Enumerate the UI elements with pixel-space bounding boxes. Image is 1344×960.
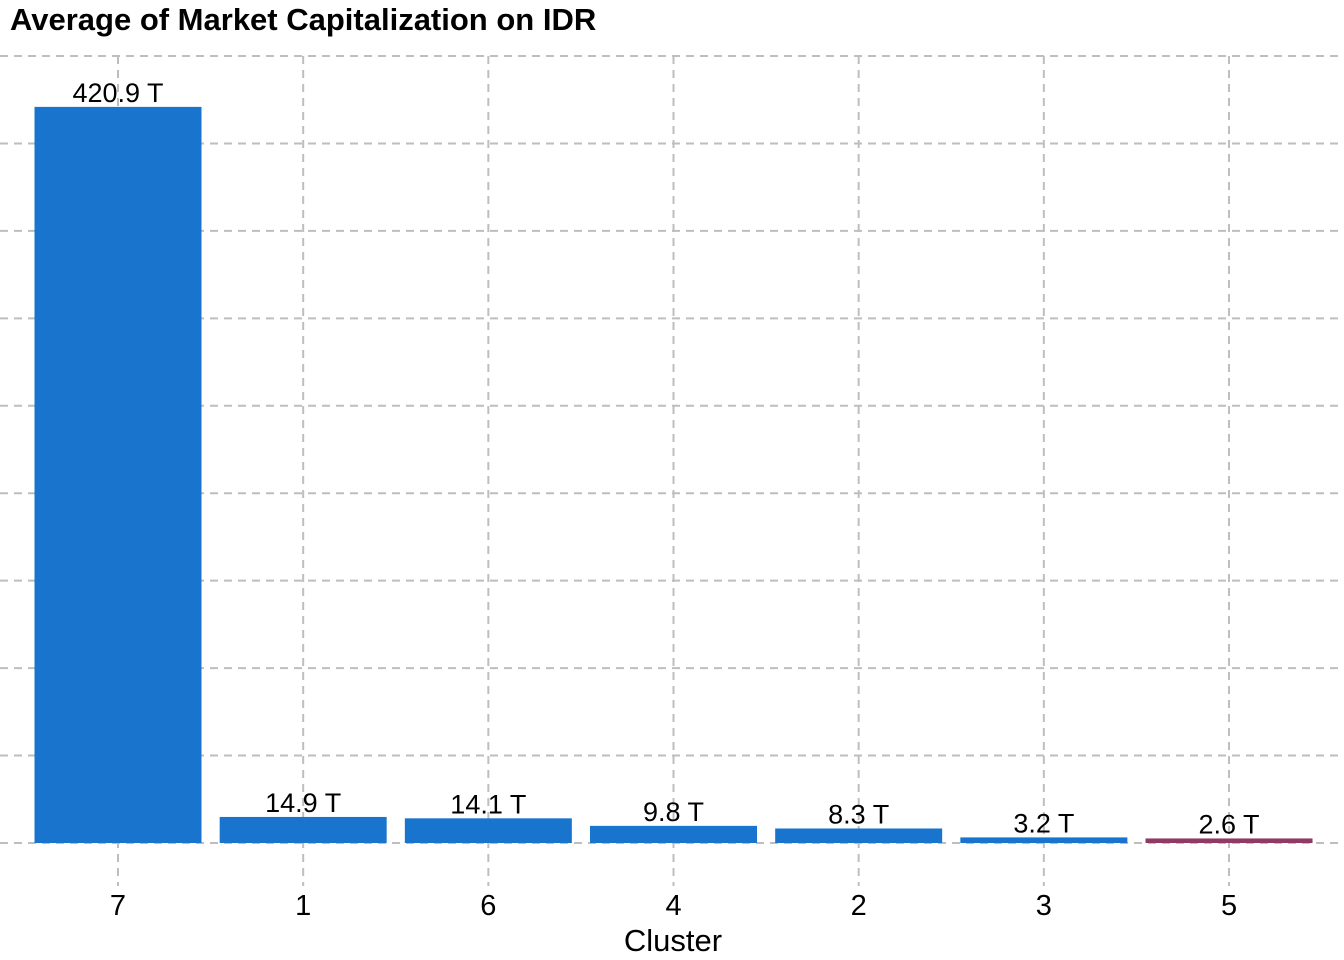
bar-value-label: 8.3 T [828,799,889,829]
chart-title: Average of Market Capitalization on IDR [10,2,597,37]
x-tick-label: 6 [480,890,496,922]
bar-value-label: 14.9 T [265,788,341,818]
bar-cluster-6 [404,818,572,843]
bar-cluster-4 [590,825,758,843]
x-tick-label: 7 [110,890,126,922]
bar-cluster-3 [960,837,1128,843]
bar-cluster-7 [34,106,202,843]
bar-value-label: 3.2 T [1013,808,1074,838]
bar-value-label: 2.6 T [1198,809,1259,839]
x-tick-label: 4 [665,890,681,922]
x-tick-label: 2 [851,890,867,922]
bar-value-label: 9.8 T [643,797,704,827]
x-tick-label: 3 [1036,890,1052,922]
bar-cluster-5 [1145,838,1313,843]
bar-cluster-1 [219,816,387,843]
x-axis-title: Cluster [623,923,723,958]
x-tick-label: 5 [1221,890,1237,922]
x-tick-label: 1 [295,890,311,922]
bar-value-label: 420.9 T [72,78,163,108]
bar-value-label: 14.1 T [450,789,526,819]
bar-cluster-2 [775,828,943,843]
